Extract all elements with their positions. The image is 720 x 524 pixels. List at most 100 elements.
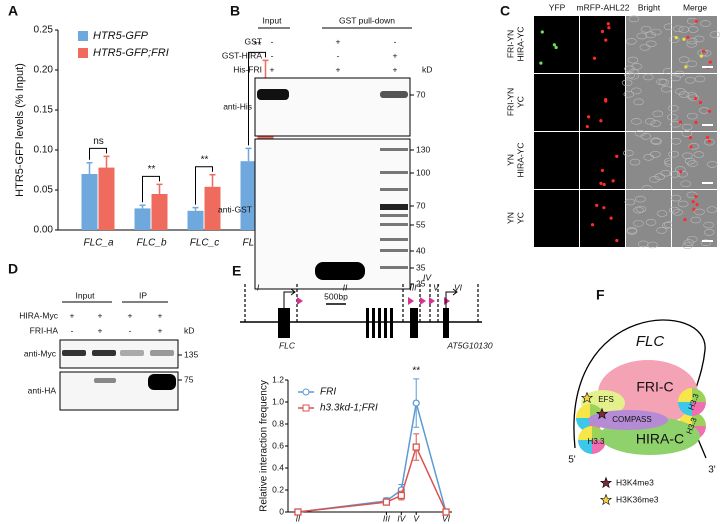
annotation: ** — [412, 366, 420, 377]
y-tick-label: 0.15 — [34, 105, 54, 116]
blot-label: anti-Myc — [24, 348, 57, 358]
exon — [378, 308, 381, 338]
cell-texture — [687, 160, 698, 167]
row-label: YN — [505, 154, 515, 166]
significance-bracket — [248, 51, 266, 146]
band — [257, 89, 289, 100]
cell-texture — [700, 239, 712, 246]
primer — [429, 297, 435, 305]
nucleus-dot — [604, 99, 608, 103]
panel-label: B — [230, 3, 240, 19]
cell-texture — [631, 118, 642, 125]
nucleus-dot — [585, 124, 589, 129]
micrograph — [626, 16, 671, 73]
cell-texture — [636, 32, 648, 40]
band — [380, 223, 408, 226]
cell-texture — [704, 138, 715, 146]
bar — [134, 208, 151, 230]
y-tick-label: 0.4 — [272, 462, 284, 472]
cell-texture — [624, 71, 635, 79]
cell-texture — [628, 15, 640, 23]
significance-bracket — [195, 166, 213, 205]
x-tick-label: III — [383, 513, 391, 523]
band — [380, 91, 408, 98]
micrograph — [534, 74, 579, 131]
marker-label: 75 — [184, 374, 194, 384]
micrograph — [626, 190, 671, 247]
cell-texture — [683, 239, 695, 246]
micrograph — [580, 74, 625, 131]
exon — [366, 308, 369, 338]
legend-marker — [302, 388, 310, 396]
compass — [588, 410, 668, 430]
cell-texture — [631, 63, 643, 70]
sign: + — [98, 325, 103, 335]
exon — [410, 308, 418, 338]
micrograph — [580, 190, 625, 247]
cell-texture — [687, 112, 698, 120]
cell-texture — [703, 229, 715, 236]
band — [380, 171, 408, 174]
nucleus-dot — [695, 202, 699, 207]
cell-texture — [686, 235, 698, 243]
bar — [81, 174, 98, 230]
band — [94, 378, 116, 383]
cell-texture — [690, 216, 702, 224]
fragment-label: II — [343, 282, 348, 292]
blot-label: anti-GST — [218, 204, 252, 214]
y-tick-label: 0.10 — [34, 145, 54, 156]
cell-texture — [624, 65, 635, 73]
cell-texture — [637, 240, 649, 248]
cell-texture — [624, 198, 636, 206]
nucleosome — [692, 402, 706, 416]
cell-texture — [621, 79, 633, 87]
exon — [443, 308, 449, 338]
band — [380, 238, 408, 241]
significance-label: ** — [201, 154, 209, 165]
nucleus-dot — [694, 120, 698, 124]
nucleus-dot — [592, 56, 597, 60]
row-label: FRI-YN — [505, 88, 515, 116]
cell-texture — [639, 44, 651, 51]
end-label: 3' — [708, 465, 716, 476]
nucleus-dot — [606, 22, 610, 26]
band — [315, 262, 365, 280]
column-header: mRFP-AHL22 — [577, 2, 630, 12]
nucleus-dot — [609, 216, 613, 220]
sign: + — [70, 310, 75, 320]
nucleosome — [692, 388, 706, 402]
nucleus-dot — [688, 135, 693, 140]
cell-texture — [667, 113, 678, 121]
legend-label: FRI — [320, 387, 336, 398]
nucleosome — [578, 426, 592, 440]
cell-texture — [680, 180, 692, 188]
histone-mark — [595, 407, 609, 420]
column-header: Bright — [638, 2, 661, 12]
row-label: GST-HIRA — [222, 50, 262, 60]
x-tick-label: V — [413, 513, 420, 523]
row-label: HIRA-YC — [515, 27, 525, 62]
row-label: HIRA-YC — [515, 143, 525, 178]
y-tick-label: 0.6 — [272, 440, 284, 450]
cell-texture — [643, 154, 654, 161]
marker-label: 35 — [416, 262, 426, 272]
sign: + — [336, 64, 341, 74]
locus-label: FLC — [636, 333, 665, 350]
legend-label: HTR5-GFP;FRI — [93, 47, 169, 59]
y-tick-label: 0.8 — [272, 418, 284, 428]
y-tick-label: 0.20 — [34, 65, 54, 76]
error-bar — [245, 147, 252, 162]
nucleus-dot — [615, 238, 619, 243]
cell-texture — [635, 205, 647, 213]
header: GST pull-down — [339, 15, 395, 25]
marker — [412, 399, 420, 407]
sign: - — [337, 50, 340, 60]
cell-texture — [668, 104, 679, 112]
micrograph — [626, 74, 671, 131]
bar — [204, 186, 221, 230]
panel-label: E — [232, 263, 241, 279]
cell-texture — [706, 161, 718, 168]
nucleus-dot — [552, 43, 556, 47]
cell-texture — [640, 25, 652, 33]
nucleus-dot — [686, 35, 690, 40]
